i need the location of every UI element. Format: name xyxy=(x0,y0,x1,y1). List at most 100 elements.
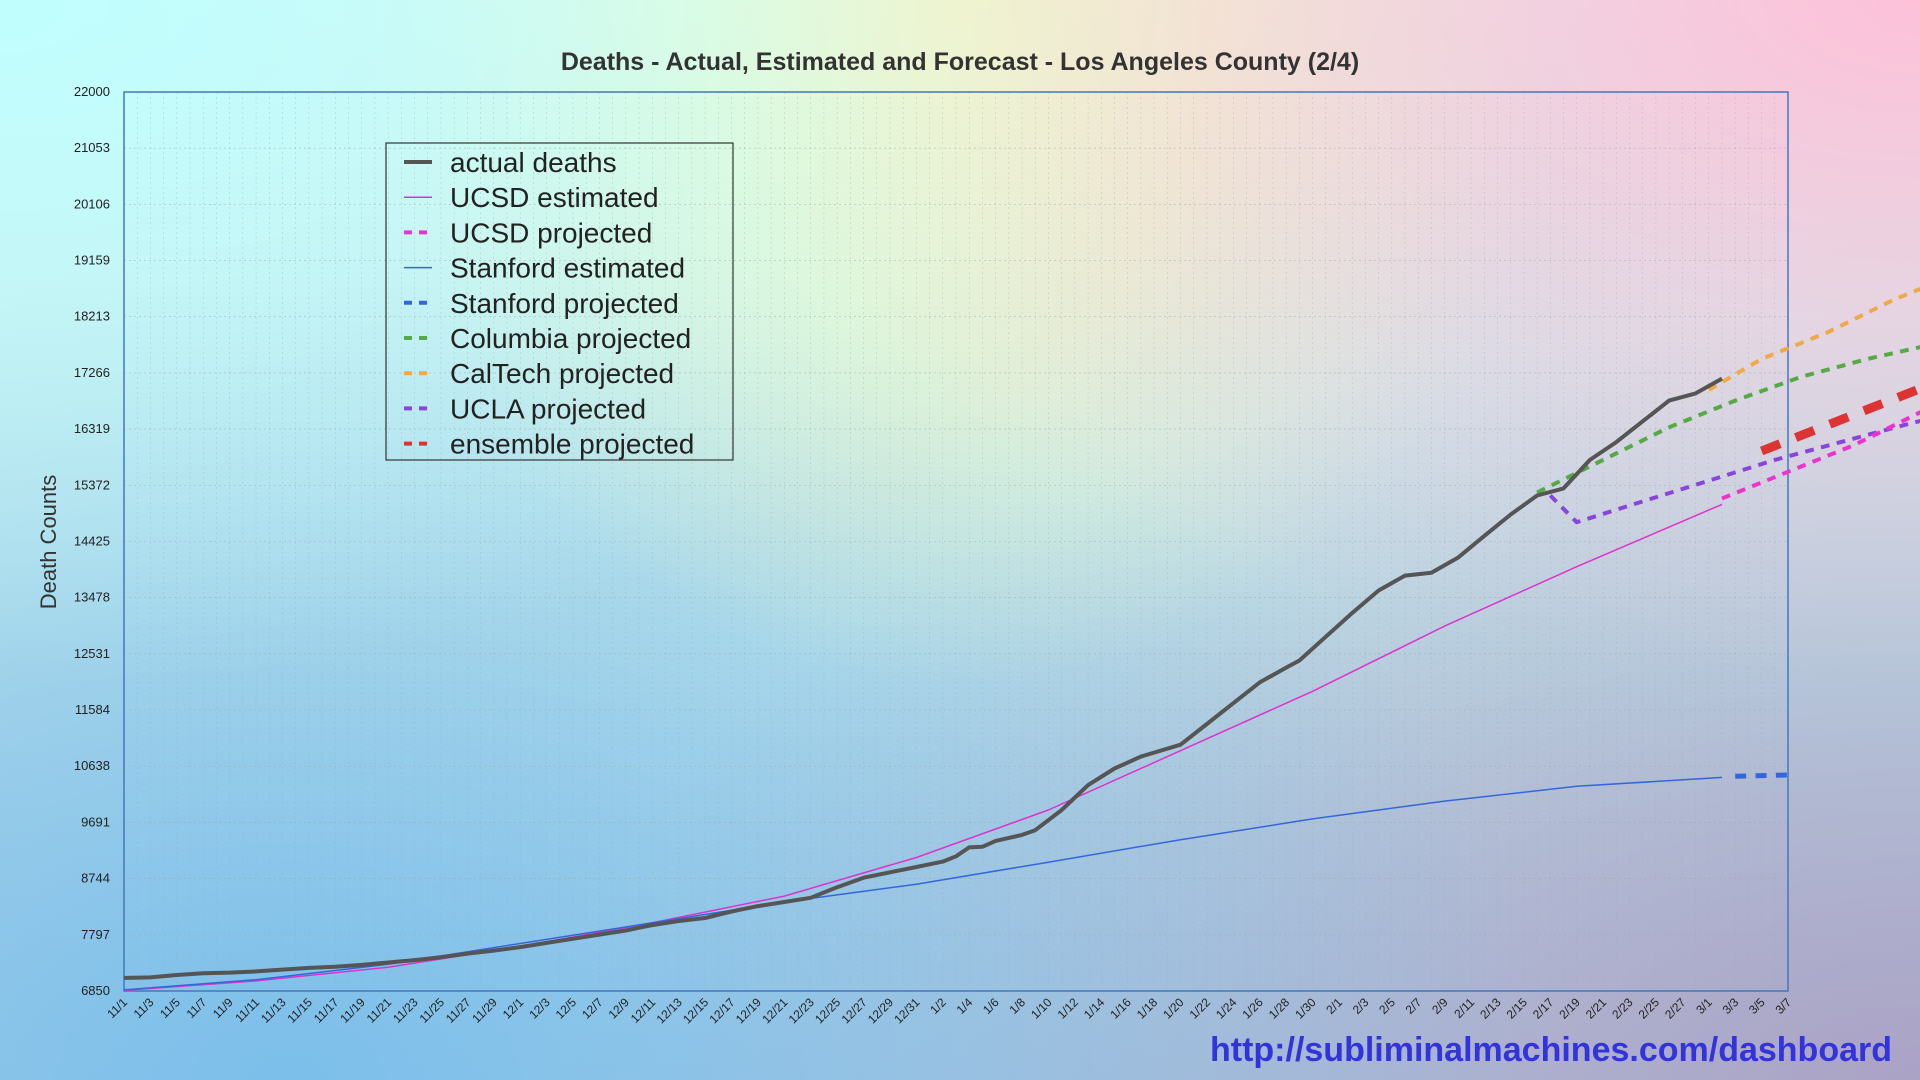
x-tick-label: 11/25 xyxy=(417,995,448,1026)
x-tick-label: 1/12 xyxy=(1055,995,1082,1022)
y-tick-label: 21053 xyxy=(74,140,110,155)
x-tick-label: 1/2 xyxy=(927,995,949,1017)
y-tick-label: 9691 xyxy=(81,814,110,829)
x-tick-label: 2/17 xyxy=(1530,995,1557,1022)
x-tick-labels: 11/1 11/3 11/5 11/7 11/911/1111/1311/1511/17… xyxy=(104,995,1794,1026)
x-tick-label: 11/27 xyxy=(443,995,474,1026)
y-tick-labels: 6850 7797 8744 9691 10638 11584 12531 13478 1442… xyxy=(74,84,110,998)
series-line-stanford-estimated xyxy=(123,776,1723,991)
x-tick-label: 1/20 xyxy=(1160,995,1187,1022)
series-line-ensemble-projected xyxy=(1759,383,1920,456)
x-tick-label: 12/29 xyxy=(865,995,896,1026)
x-tick-label: 11/15 xyxy=(285,995,316,1026)
x-tick-label: 1/16 xyxy=(1107,995,1134,1022)
series-line-ucla-projected xyxy=(1548,418,1920,525)
x-tick-label: 12/9 xyxy=(606,995,633,1022)
series-line-ucsd-projected xyxy=(1721,410,1920,501)
x-tick-label: 12/25 xyxy=(812,995,843,1026)
x-tick-label: 11/23 xyxy=(390,995,421,1026)
x-tick-label: 11/3 xyxy=(131,995,157,1021)
series-line-actual-deaths xyxy=(123,376,1723,980)
x-tick-label: 2/1 xyxy=(1323,995,1345,1017)
legend: actual deaths UCSD estimated UCSD projecte… xyxy=(385,142,734,461)
x-tick-label: 11/1 xyxy=(104,995,130,1021)
x-tick-label: 11/19 xyxy=(337,995,368,1026)
x-tick-label: 2/25 xyxy=(1636,995,1663,1022)
legend-frame xyxy=(385,142,734,461)
x-tick-label: 2/23 xyxy=(1609,995,1636,1022)
x-tick-label: 2/19 xyxy=(1556,995,1583,1022)
series-group xyxy=(123,286,1920,992)
y-tick-label: 14425 xyxy=(74,534,110,549)
x-tick-label: 1/8 xyxy=(1006,995,1028,1017)
x-tick-label: 12/15 xyxy=(680,995,711,1026)
legend-label: CalTech projected xyxy=(450,358,674,389)
legend-label: Stanford projected xyxy=(450,288,679,319)
legend-label: UCLA projected xyxy=(450,393,646,424)
x-tick-label: 3/5 xyxy=(1746,995,1768,1017)
x-tick-label: 12/1 xyxy=(500,995,527,1022)
x-tick-label: 1/18 xyxy=(1134,995,1161,1022)
x-tick-label: 11/9 xyxy=(210,995,236,1021)
dashboard-url[interactable]: http://subliminalmachines.com/dashboard xyxy=(1210,1031,1892,1069)
x-tick-label: 1/14 xyxy=(1081,995,1108,1022)
x-tick-label: 12/7 xyxy=(579,995,606,1022)
x-tick-label: 2/5 xyxy=(1376,995,1398,1017)
x-tick-label: 11/5 xyxy=(157,995,183,1021)
x-tick-label: 2/7 xyxy=(1403,995,1425,1017)
x-tick-label: 12/17 xyxy=(706,995,737,1026)
y-tick-label: 11584 xyxy=(75,702,110,717)
y-tick-label: 20106 xyxy=(74,196,110,211)
x-tick-label: 12/5 xyxy=(553,995,580,1022)
x-tick-label: 12/23 xyxy=(786,995,817,1026)
y-tick-label: 12531 xyxy=(74,646,110,661)
x-tick-label: 12/27 xyxy=(839,995,870,1026)
x-tick-label: 3/7 xyxy=(1772,995,1794,1017)
legend-label: Stanford estimated xyxy=(450,253,685,284)
x-tick-label: 1/30 xyxy=(1292,995,1319,1022)
x-tick-label: 1/6 xyxy=(980,995,1002,1017)
y-tick-label: 10638 xyxy=(74,758,110,773)
series-line-ucsd-estimated xyxy=(123,503,1723,992)
y-tick-label: 16319 xyxy=(74,421,110,436)
x-tick-label: 12/19 xyxy=(733,995,764,1026)
y-tick-label: 8744 xyxy=(81,871,110,886)
chart-title: Deaths - Actual, Estimated and Forecast … xyxy=(561,48,1359,76)
y-axis-label: Death Counts xyxy=(36,475,61,610)
x-tick-label: 11/13 xyxy=(258,995,289,1026)
x-tick-label: 1/24 xyxy=(1213,995,1240,1022)
x-tick-label: 2/21 xyxy=(1583,995,1610,1022)
y-tick-label: 18213 xyxy=(74,309,110,324)
x-tick-label: 12/11 xyxy=(628,995,659,1026)
y-tick-label: 22000 xyxy=(74,84,110,99)
x-tick-label: 11/17 xyxy=(311,995,342,1026)
legend-label: Columbia projected xyxy=(450,323,691,354)
x-tick-label: 1/10 xyxy=(1028,995,1055,1022)
y-tick-label: 7797 xyxy=(81,927,110,942)
x-tick-label: 2/11 xyxy=(1451,995,1477,1021)
x-tick-label: 3/1 xyxy=(1693,995,1715,1017)
legend-label: UCSD estimated xyxy=(450,182,659,213)
x-tick-label: 1/28 xyxy=(1266,995,1293,1022)
legend-label: UCSD projected xyxy=(450,217,652,248)
series-line-columbia-projected xyxy=(1536,345,1920,495)
legend-label: actual deaths xyxy=(450,147,617,178)
x-tick-label: 1/26 xyxy=(1239,995,1266,1022)
legend-label: ensemble projected xyxy=(450,429,694,460)
plot-area-frame xyxy=(123,91,1789,992)
x-tick-label: 1/4 xyxy=(954,995,976,1017)
y-tick-label: 19159 xyxy=(74,253,110,268)
x-tick-label: 11/21 xyxy=(364,995,395,1026)
y-tick-label: 6850 xyxy=(81,983,110,998)
series-line-stanford-projected xyxy=(1735,772,1789,779)
y-tick-label: 13478 xyxy=(74,590,110,605)
x-tick-label: 11/29 xyxy=(469,995,500,1026)
x-tick-label: 11/7 xyxy=(184,995,210,1021)
x-tick-label: 12/13 xyxy=(654,995,685,1026)
series-line-caltech-projected xyxy=(1707,286,1920,392)
x-tick-label: 11/11 xyxy=(232,995,262,1025)
x-tick-label: 2/13 xyxy=(1477,995,1504,1022)
y-tick-label: 17266 xyxy=(74,365,110,380)
x-tick-label: 2/15 xyxy=(1504,995,1531,1022)
x-tick-label: 12/3 xyxy=(526,995,553,1022)
